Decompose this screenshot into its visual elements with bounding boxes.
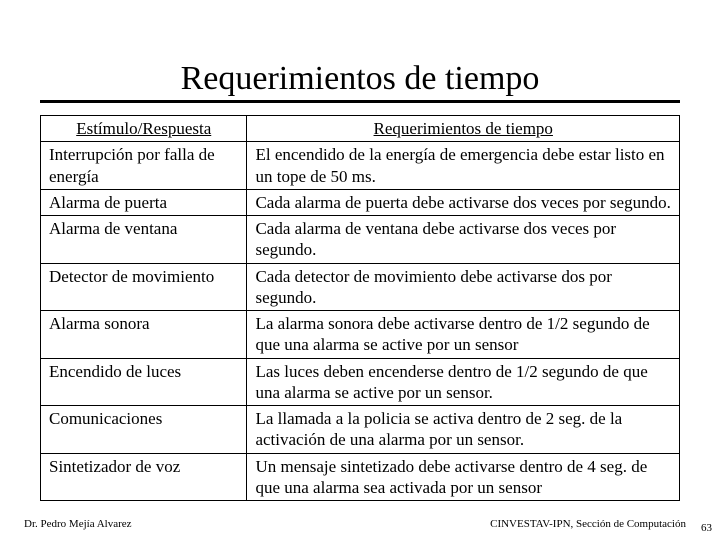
cell-requirement: El encendido de la energía de emergencia…	[247, 142, 680, 190]
title-underline	[40, 100, 680, 103]
cell-stimulus: Sintetizador de voz	[41, 453, 247, 501]
table-header-stimulus: Estímulo/Respuesta	[41, 116, 247, 142]
page-title: Requerimientos de tiempo	[40, 0, 680, 100]
cell-requirement: Cada detector de movimiento debe activar…	[247, 263, 680, 311]
slide: Requerimientos de tiempo Estímulo/Respue…	[0, 0, 720, 540]
table-row: Encendido de luces Las luces deben encen…	[41, 358, 680, 406]
table-row: Alarma de puerta Cada alarma de puerta d…	[41, 189, 680, 215]
cell-requirement: Un mensaje sintetizado debe activarse de…	[247, 453, 680, 501]
table-row: Detector de movimiento Cada detector de …	[41, 263, 680, 311]
cell-requirement: La alarma sonora debe activarse dentro d…	[247, 311, 680, 359]
page-number: 63	[701, 522, 712, 534]
table-row: Comunicaciones La llamada a la policia s…	[41, 406, 680, 454]
table-row: Alarma sonora La alarma sonora debe acti…	[41, 311, 680, 359]
table-row: Sintetizador de voz Un mensaje sintetiza…	[41, 453, 680, 501]
cell-stimulus: Alarma sonora	[41, 311, 247, 359]
table-header-requirement: Requerimientos de tiempo	[247, 116, 680, 142]
cell-stimulus: Alarma de ventana	[41, 216, 247, 264]
footer-author: Dr. Pedro Mejía Alvarez	[24, 518, 132, 530]
footer-institution: CINVESTAV-IPN, Sección de Computación	[490, 518, 686, 530]
cell-stimulus: Encendido de luces	[41, 358, 247, 406]
table-row: Interrupción por falla de energía El enc…	[41, 142, 680, 190]
cell-stimulus: Detector de movimiento	[41, 263, 247, 311]
cell-requirement: La llamada a la policia se activa dentro…	[247, 406, 680, 454]
table-row: Alarma de ventana Cada alarma de ventana…	[41, 216, 680, 264]
cell-stimulus: Interrupción por falla de energía	[41, 142, 247, 190]
table-header-row: Estímulo/Respuesta Requerimientos de tie…	[41, 116, 680, 142]
cell-requirement: Cada alarma de ventana debe activarse do…	[247, 216, 680, 264]
cell-requirement: Cada alarma de puerta debe activarse dos…	[247, 189, 680, 215]
cell-requirement: Las luces deben encenderse dentro de 1/2…	[247, 358, 680, 406]
cell-stimulus: Comunicaciones	[41, 406, 247, 454]
cell-stimulus: Alarma de puerta	[41, 189, 247, 215]
requirements-table: Estímulo/Respuesta Requerimientos de tie…	[40, 115, 680, 501]
